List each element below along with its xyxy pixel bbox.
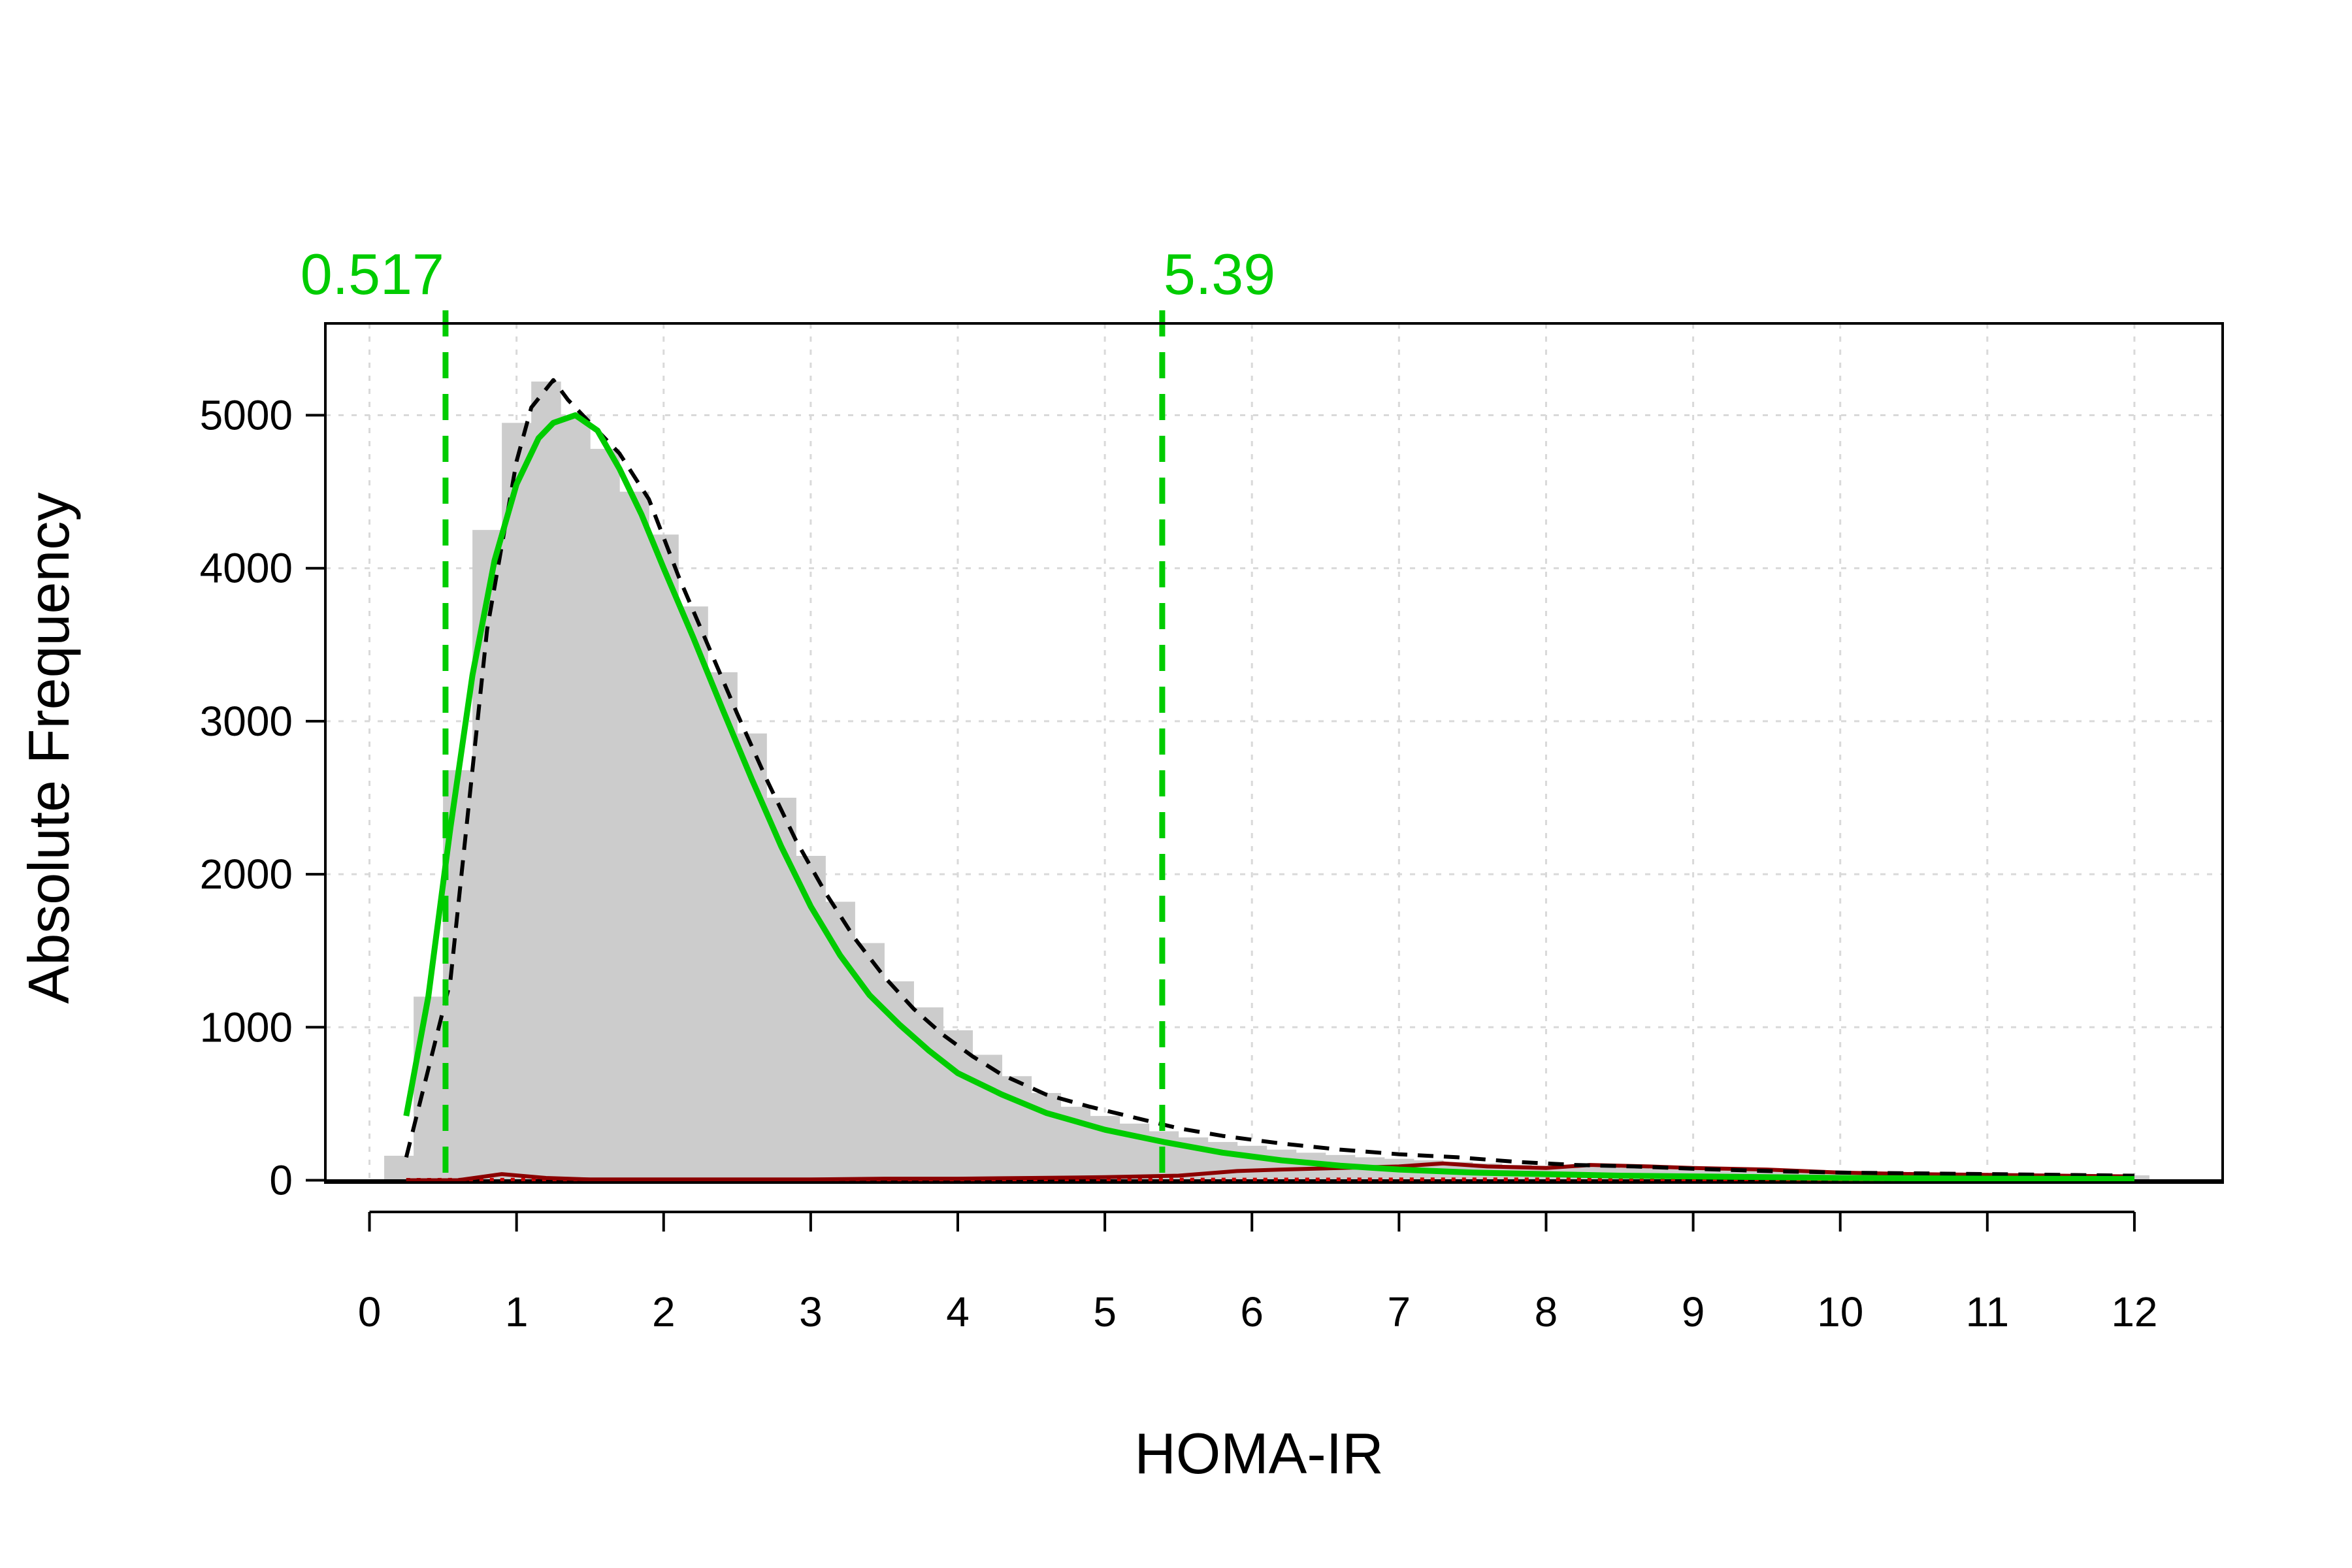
- x-tick-label: 9: [1682, 1288, 1705, 1335]
- x-tick-label: 6: [1240, 1288, 1264, 1335]
- y-tick-label: 5000: [200, 392, 293, 439]
- y-tick-label: 3000: [200, 698, 293, 745]
- histogram-bar: [1266, 1149, 1297, 1181]
- x-tick-label: 7: [1388, 1288, 1411, 1335]
- x-tick-label: 1: [505, 1288, 529, 1335]
- histogram-bar: [502, 423, 532, 1181]
- y-tick-label: 2000: [200, 851, 293, 898]
- y-axis: 0 1000 2000 3000 4000 5000: [200, 392, 327, 1203]
- y-tick-label: 1000: [200, 1004, 293, 1051]
- series-line-green: [403, 412, 2134, 1183]
- x-tick-label: 0: [358, 1288, 382, 1335]
- x-tick-label: 10: [1817, 1288, 1863, 1335]
- x-tick-label: 12: [2111, 1288, 2157, 1335]
- x-tick-label: 5: [1093, 1288, 1117, 1335]
- x-tick-label: 3: [799, 1288, 823, 1335]
- density-curves: [403, 378, 2134, 1183]
- histogram-bar: [561, 415, 591, 1181]
- histogram-bar: [825, 902, 855, 1181]
- histogram-bar: [678, 606, 708, 1181]
- reference-line-label: 5.39: [1164, 242, 1275, 306]
- histogram-bar: [972, 1054, 1003, 1181]
- y-axis-title: Absolute Frequency: [16, 493, 81, 1004]
- histogram-bar: [590, 449, 620, 1181]
- x-tick-label: 8: [1535, 1288, 1558, 1335]
- histogram-bar: [1002, 1076, 1032, 1181]
- x-axis: 0 1 2 3 4 5 6 7 8 9 10 11 12: [358, 1211, 2158, 1335]
- histogram-bar: [1237, 1145, 1267, 1181]
- histogram-bar: [531, 381, 561, 1181]
- reference-line-label: 0.517: [301, 242, 444, 306]
- histogram-bar: [649, 534, 679, 1181]
- reference-lines: 0.517 5.39: [301, 242, 1275, 1183]
- histogram-bar: [384, 1156, 414, 1181]
- y-tick-label: 4000: [200, 545, 293, 592]
- histogram-bar: [619, 491, 649, 1181]
- x-tick-label: 4: [946, 1288, 970, 1335]
- histogram-bar: [2119, 1175, 2149, 1181]
- histogram-bar: [766, 798, 796, 1181]
- x-axis-title: HOMA-IR: [1134, 1421, 1383, 1486]
- y-tick-label: 0: [269, 1156, 293, 1203]
- histogram-bar: [708, 672, 738, 1181]
- histogram-bar: [913, 1007, 943, 1181]
- series-line-black: [404, 378, 2134, 1178]
- x-tick-label: 11: [1966, 1288, 2009, 1335]
- x-tick-label: 2: [652, 1288, 676, 1335]
